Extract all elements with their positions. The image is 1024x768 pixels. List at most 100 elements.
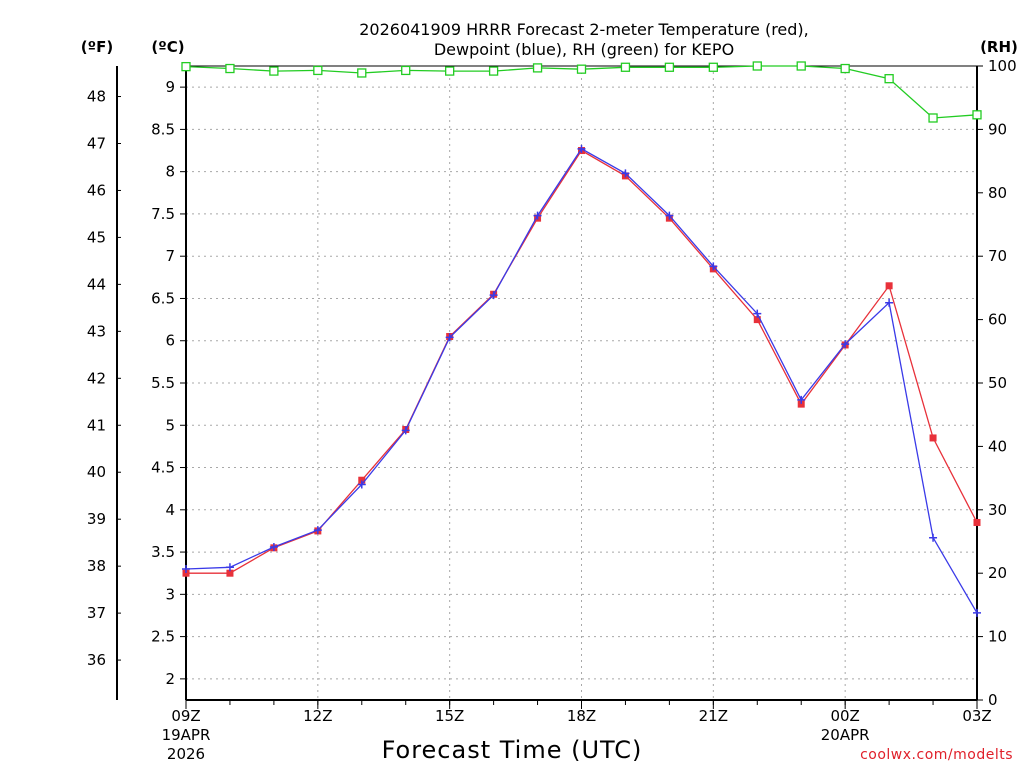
- rh-point-6: [445, 66, 455, 76]
- rh-point-11: [664, 62, 675, 72]
- f-tick-label-8: 44: [87, 275, 106, 293]
- rh-point-5: [401, 65, 411, 76]
- x-tick-label-0: 09Z: [171, 707, 200, 725]
- f-tick-label-0: 36: [87, 651, 106, 669]
- rh-tick-label-10: 100: [988, 57, 1017, 75]
- dewpoint-point-12: [709, 262, 718, 271]
- f-tick-label-11: 47: [87, 134, 106, 152]
- rh-tick-label-7: 70: [988, 247, 1007, 265]
- c-tick-label-12: 8: [165, 163, 175, 181]
- c-tick-label-14: 9: [165, 78, 175, 96]
- temperature-point-16: [885, 282, 893, 290]
- rh-point-18: [972, 110, 982, 120]
- f-tick-label-9: 45: [87, 228, 106, 246]
- dewpoint-point-5: [401, 426, 410, 435]
- dewpoint-point-7: [489, 291, 498, 300]
- dewpoint-point-11: [665, 211, 674, 220]
- c-tick-label-8: 6: [165, 332, 175, 350]
- dewpoint-point-10: [621, 169, 630, 178]
- x-tick-label-2: 15Z: [435, 707, 464, 725]
- f-tick-label-2: 38: [87, 557, 106, 575]
- c-tick-label-3: 3.5: [151, 543, 175, 561]
- dewpoint-point-8: [533, 211, 542, 220]
- rh-point-7: [488, 66, 499, 76]
- dewpoint-point-16: [885, 298, 894, 307]
- dewpoint-point-13: [753, 309, 762, 318]
- rh-point-10: [620, 62, 631, 72]
- c-tick-label-1: 2.5: [151, 628, 175, 646]
- rh-point-17: [928, 113, 938, 123]
- rh-tick-label-8: 80: [988, 184, 1007, 202]
- temperature-point-0: [182, 569, 190, 577]
- rh-point-15: [840, 63, 850, 74]
- f-tick-label-1: 37: [87, 604, 106, 622]
- celsius-unit-label: (ºC): [151, 38, 184, 56]
- rh-tick-label-1: 10: [988, 628, 1007, 646]
- dewpoint-point-1: [225, 563, 234, 572]
- x-tick-label-6: 03Z: [962, 707, 991, 725]
- grid-lines: [186, 66, 977, 700]
- dewpoint-point-0: [182, 564, 190, 573]
- rh-point-13: [752, 61, 762, 71]
- x-tick-label-4: 21Z: [699, 707, 728, 725]
- dewpoint-point-2: [269, 542, 278, 551]
- f-tick-label-7: 43: [87, 322, 106, 340]
- rh-tick-label-6: 60: [988, 311, 1007, 329]
- f-tick-label-12: 48: [87, 88, 106, 106]
- rh-point-3: [313, 65, 323, 76]
- rh-point-8: [532, 63, 543, 73]
- rh-point-1: [225, 63, 235, 74]
- c-tick-label-13: 8.5: [151, 120, 175, 138]
- rh-point-0: [181, 61, 191, 72]
- dewpoint-point-14: [797, 395, 806, 404]
- dewpoint-point-3: [313, 526, 322, 535]
- rh-point-12: [708, 62, 718, 72]
- dewpoint-point-4: [357, 480, 366, 489]
- temperature-point-4: [358, 476, 366, 484]
- rh-point-2: [269, 66, 279, 76]
- fahrenheit-unit-label: (ºF): [81, 38, 113, 56]
- rh-point-9: [576, 64, 587, 74]
- axes: [116, 65, 983, 709]
- c-tick-label-2: 3: [165, 585, 175, 603]
- c-tick-label-10: 7: [165, 247, 175, 265]
- c-tick-label-7: 5.5: [151, 374, 175, 392]
- x-tick-label-3: 18Z: [567, 707, 596, 725]
- f-tick-label-6: 42: [87, 369, 106, 387]
- c-tick-label-6: 5: [165, 416, 175, 434]
- x-tick-label-5: 00Z: [830, 707, 859, 725]
- dewpoint-point-18: [973, 608, 981, 617]
- tick-labels: 2 2.5 3 3.5 4 4.5 5 5.5 6 6.5 7 7.5 8 8.5 9 36 37 38 39 40 4…: [87, 57, 1017, 763]
- chart-title: 2026041909 HRRR Forecast 2-meter Tempera…: [359, 20, 809, 59]
- temperature-point-14: [797, 400, 805, 408]
- c-tick-label-4: 4: [165, 501, 175, 519]
- temperature-point-13: [753, 316, 761, 324]
- f-tick-label-3: 39: [87, 510, 106, 528]
- temperature-point-18: [973, 518, 981, 526]
- f-tick-label-10: 46: [87, 181, 106, 199]
- c-tick-label-0: 2: [165, 670, 175, 688]
- rh-unit-label: (RH): [980, 38, 1018, 56]
- x-tick-sublabel-0-0: 19APR: [162, 726, 211, 744]
- series-layer: [181, 61, 982, 617]
- x-axis-label: Forecast Time (UTC): [382, 736, 643, 764]
- c-tick-label-11: 7.5: [151, 205, 175, 223]
- rh-point-14: [796, 61, 806, 71]
- rh-point-16: [884, 74, 894, 84]
- x-tick-sublabel-5-0: 20APR: [821, 726, 870, 744]
- chart-title-line-2: Dewpoint (blue), RH (green) for KEPO: [434, 40, 734, 59]
- rh-tick-label-9: 90: [988, 120, 1007, 138]
- rh-tick-label-3: 30: [988, 501, 1007, 519]
- rh-tick-label-4: 40: [988, 437, 1007, 455]
- c-tick-label-9: 6.5: [151, 289, 175, 307]
- dewpoint-line: [185, 147, 978, 614]
- x-tick-sublabel-0-1: 2026: [167, 745, 205, 763]
- temperature-point-17: [929, 434, 937, 442]
- f-tick-label-5: 41: [87, 416, 106, 434]
- dewpoint-point-17: [929, 533, 938, 542]
- rh-point-4: [357, 68, 367, 78]
- rh-tick-label-0: 0: [988, 691, 998, 709]
- rh-tick-label-2: 20: [988, 564, 1007, 582]
- c-tick-label-5: 4.5: [151, 459, 175, 477]
